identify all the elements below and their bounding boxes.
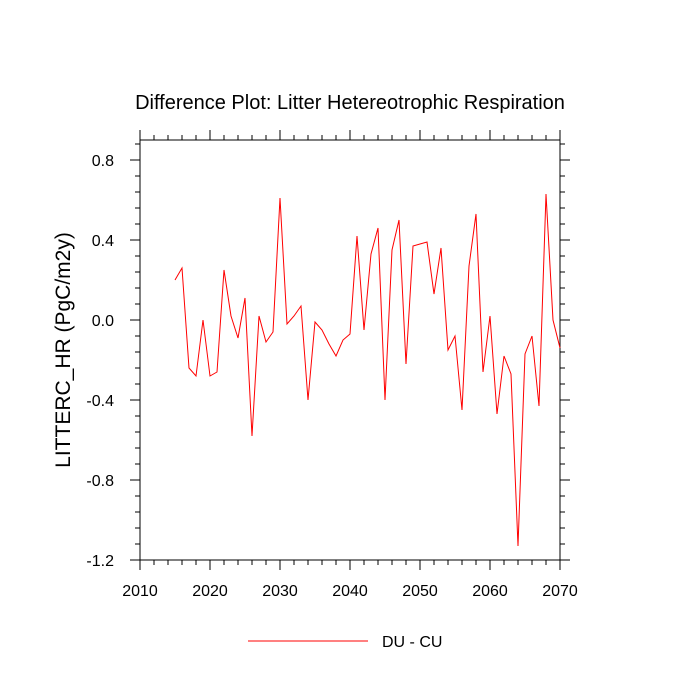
y-tick-label: -1.2 xyxy=(86,553,114,570)
legend-label-du-cu: DU - CU xyxy=(382,634,442,651)
y-tick-label: 0.8 xyxy=(92,153,114,170)
x-tick-label: 2040 xyxy=(332,583,368,600)
x-tick-label: 2070 xyxy=(542,583,578,600)
plot-frame xyxy=(139,139,561,561)
x-tick-label: 2060 xyxy=(472,583,508,600)
x-tick-label: 2010 xyxy=(122,583,158,600)
y-tick-label: 0.4 xyxy=(92,233,114,250)
x-tick-label: 2030 xyxy=(262,583,298,600)
legend: DU - CU xyxy=(248,634,442,651)
y-axis-label: LITTERC_HR (PgC/m2y) xyxy=(52,232,75,468)
y-tick-label: -0.8 xyxy=(86,473,114,490)
y-tick-label: -0.4 xyxy=(86,393,114,410)
y-tick-label: 0.0 xyxy=(92,313,114,330)
x-tick-label: 2020 xyxy=(192,583,228,600)
x-tick-label: 2050 xyxy=(402,583,438,600)
axis-ticks: 2010 2020 2030 2040 2050 2060 2070 -1.2 -0.8 -0.4… xyxy=(86,130,578,600)
chart-title: Difference Plot: Litter Hetereotrophic R… xyxy=(135,92,565,114)
series-line-du-cu xyxy=(174,193,561,547)
series-layer xyxy=(174,193,561,547)
